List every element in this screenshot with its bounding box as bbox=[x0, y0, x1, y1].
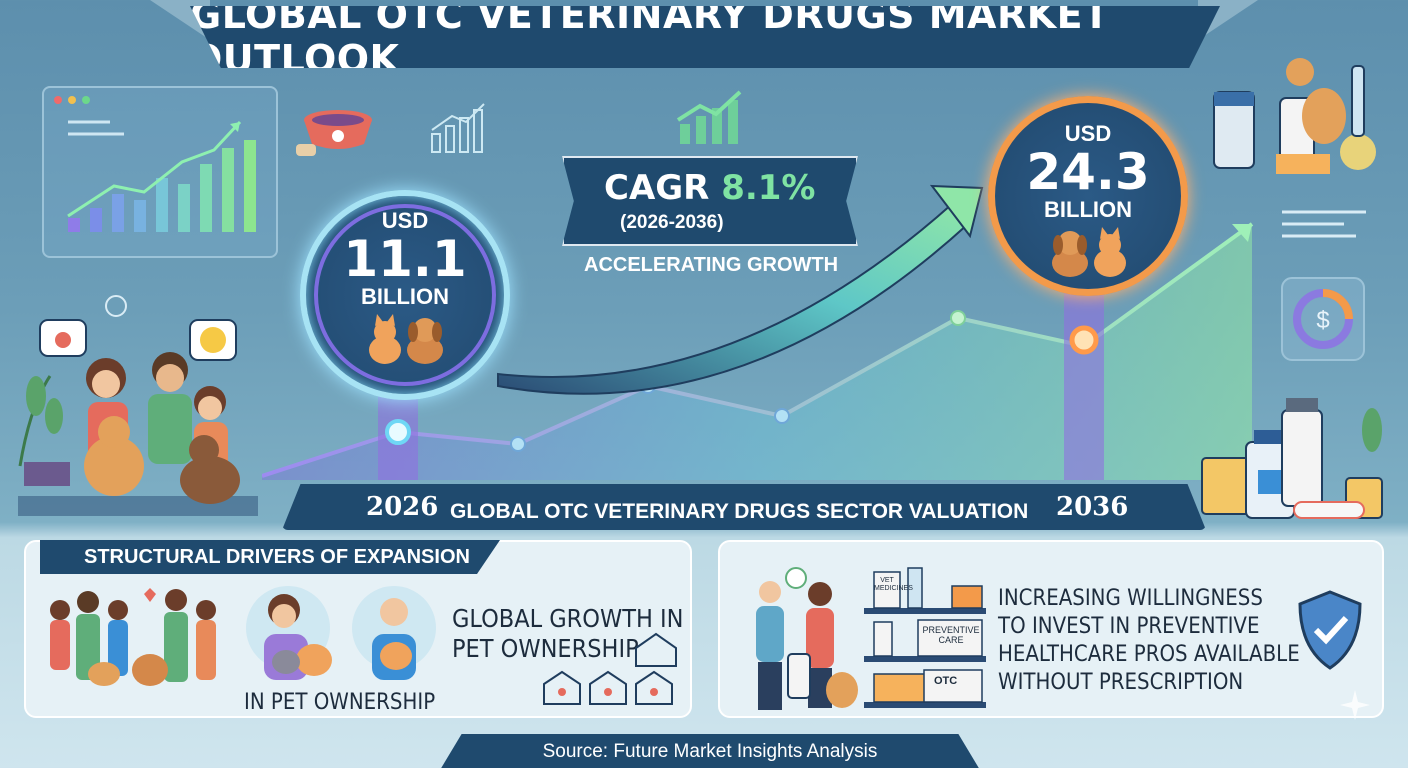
end-value-unit: BILLION bbox=[1044, 197, 1132, 222]
preventive-line1: INCREASING WILLINGNESS bbox=[998, 586, 1263, 611]
dog-and-cat-icon bbox=[1052, 227, 1126, 277]
ownership-caption: IN PET OWNERSHIP bbox=[244, 690, 436, 715]
end-value-ring: USD 24.3 BILLION bbox=[988, 96, 1188, 296]
end-value-amount: 24.3 bbox=[1026, 143, 1150, 201]
shelf-label-otc: OTC bbox=[934, 675, 958, 687]
dollar-gauge-icon: $ bbox=[1281, 277, 1365, 361]
preventive-line4: WITHOUT PRESCRIPTION bbox=[998, 670, 1244, 695]
cagr-label: CAGR bbox=[604, 168, 710, 208]
source-banner: Source: Future Market Insights Analysis bbox=[440, 734, 980, 768]
family-group-illustration bbox=[50, 588, 216, 686]
shelf-label-vet-medicines: VET MEDICINES bbox=[874, 577, 913, 592]
title-banner: GLOBAL OTC VETERINARY DRUGS MARKET OUTLO… bbox=[190, 6, 1220, 68]
start-value-inner-ring bbox=[314, 204, 496, 386]
cagr-badge bbox=[562, 156, 858, 246]
timeline-end-year: 2036 bbox=[1056, 492, 1129, 522]
family-with-pets-illustration bbox=[18, 295, 258, 516]
growth-arrow-icon bbox=[676, 90, 742, 144]
cagr-period: (2026-2036) bbox=[620, 212, 724, 233]
ownership-text-line1: GLOBAL GROWTH IN bbox=[452, 604, 684, 633]
dashboard-monitor-illustration bbox=[42, 86, 278, 258]
medicine-bottles-illustration bbox=[1201, 398, 1383, 519]
preventive-line3: HEALTHCARE PROS AVAILABLE bbox=[998, 642, 1300, 667]
cagr-headline: CAGR 8.1% bbox=[604, 168, 816, 208]
pet-bowl-icon bbox=[296, 110, 372, 156]
medicine-shelf-illustration bbox=[864, 567, 986, 708]
timeline-bar bbox=[282, 484, 1206, 530]
drivers-heading: STRUCTURAL DRIVERS OF EXPANSION bbox=[84, 545, 470, 568]
shelf-label-preventive-care: PREVENTIVE CARE bbox=[922, 625, 980, 645]
shield-check-icon bbox=[1298, 590, 1362, 670]
preventive-line2: TO INVEST IN PREVENTIVE bbox=[998, 614, 1260, 639]
woman-with-cats-illustration bbox=[246, 586, 332, 680]
svg-text:$: $ bbox=[1316, 307, 1329, 334]
ownership-text-line2: PET OWNERSHIP bbox=[452, 634, 639, 663]
growth-caption: ACCELERATING GROWTH bbox=[584, 254, 839, 276]
timeline-start-year: 2026 bbox=[366, 492, 439, 522]
source-text: Source: Future Market Insights Analysis bbox=[542, 741, 878, 762]
pet-houses-icon bbox=[543, 632, 677, 705]
end-value-currency: USD bbox=[1064, 121, 1112, 146]
growth-chart-icon bbox=[431, 103, 485, 153]
man-with-cat-illustration bbox=[352, 586, 436, 680]
pet-owners-with-dog-illustration bbox=[756, 567, 858, 710]
text-lines-icon bbox=[1282, 210, 1366, 238]
bar-chart-icon bbox=[67, 120, 256, 232]
drivers-heading-tab: STRUCTURAL DRIVERS OF EXPANSION bbox=[40, 540, 500, 574]
cagr-value: 8.1% bbox=[721, 168, 816, 208]
medicine-and-dog-illustration bbox=[1213, 58, 1376, 174]
sparkle-icon bbox=[1340, 690, 1370, 720]
page-title: GLOBAL OTC VETERINARY DRUGS MARKET OUTLO… bbox=[190, 0, 1110, 81]
timeline-label: GLOBAL OTC VETERINARY DRUGS SECTOR VALUA… bbox=[450, 500, 1029, 523]
